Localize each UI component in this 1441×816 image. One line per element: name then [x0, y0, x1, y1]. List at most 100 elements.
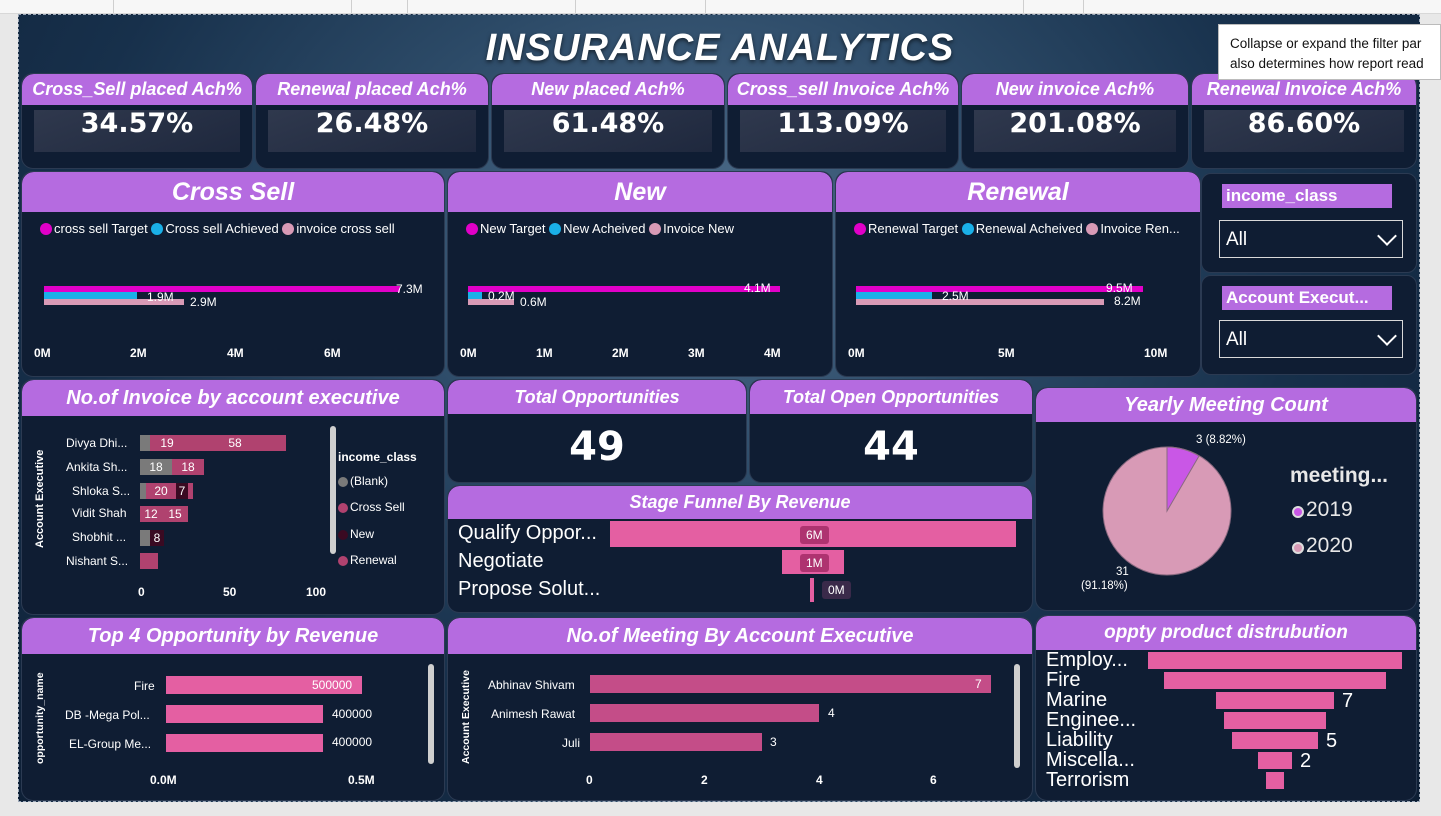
legend-label: Cross sell Achieved — [165, 221, 279, 236]
cross-sell-segment[interactable]: 12 — [140, 506, 162, 522]
pie-chart[interactable] — [1100, 444, 1234, 578]
legend-label: Cross Sell — [350, 500, 405, 514]
product-bar[interactable] — [1216, 692, 1334, 709]
legend-dot — [549, 223, 562, 235]
legend-item: New — [338, 527, 374, 541]
meetings-by-executive-chart[interactable]: No.of Meeting By Account Executive Accou… — [447, 617, 1033, 801]
total-open-opportunities-card[interactable]: Total Open Opportunities 44 — [749, 379, 1033, 483]
new-chart[interactable]: New New Target New Acheived Invoice New … — [447, 171, 833, 377]
kpi-card[interactable]: New placed Ach% 61.48% — [491, 73, 725, 169]
product-bar[interactable] — [1232, 732, 1318, 749]
blank-segment[interactable] — [140, 435, 150, 451]
toolbar-segment[interactable] — [0, 0, 114, 13]
meeting-bar[interactable] — [590, 733, 762, 751]
bottom-margin — [0, 802, 1441, 816]
renewal-segment[interactable]: 15 — [162, 506, 188, 522]
kpi-background — [1204, 110, 1404, 152]
meeting-bar[interactable] — [590, 704, 819, 722]
yearly-meeting-chart[interactable]: Yearly Meeting Count 3 (8.82%) 31 (91.18… — [1035, 387, 1417, 611]
toolbar-segment[interactable] — [1024, 0, 1084, 13]
toolbar-segment[interactable] — [576, 0, 706, 13]
invoice-by-executive-chart[interactable]: No.of Invoice by account executive Accou… — [21, 379, 445, 615]
kpi-card[interactable]: Renewal Invoice Ach% 86.60% — [1191, 73, 1417, 169]
cross-sell-segment[interactable]: 18 — [140, 459, 172, 475]
invoice-bar[interactable] — [44, 299, 184, 305]
product-bar[interactable] — [1224, 712, 1326, 729]
target-label: 4.1M — [744, 281, 771, 295]
blank-segment[interactable] — [140, 483, 146, 499]
chart-scrollbar[interactable] — [428, 664, 434, 764]
legend-dot — [1292, 506, 1304, 518]
stage-label: Negotiate — [458, 550, 544, 572]
renewal-segment[interactable] — [140, 553, 158, 569]
income-class-dropdown[interactable]: All — [1219, 220, 1403, 258]
chart-title: Stage Funnel By Revenue — [448, 486, 1032, 519]
legend-dot — [961, 223, 974, 235]
achieved-bar[interactable] — [44, 292, 137, 299]
toolbar-segment[interactable] — [352, 0, 408, 13]
chart-scrollbar[interactable] — [1014, 664, 1020, 768]
new-segment[interactable]: 8 — [150, 530, 164, 546]
kpi-label: Renewal placed Ach% — [256, 74, 488, 105]
product-bar[interactable] — [1164, 672, 1386, 689]
toolbar-segment[interactable] — [706, 0, 1024, 13]
legend-scrollbar[interactable] — [330, 426, 336, 554]
kpi-value: 61.48% — [551, 108, 665, 139]
legend-label: 2019 — [1306, 498, 1353, 521]
product-bar[interactable] — [1266, 772, 1284, 789]
toolbar-segment[interactable] — [114, 0, 352, 13]
pie-slice-2019[interactable] — [1166, 446, 1200, 513]
meeting-bar[interactable] — [590, 675, 991, 693]
kpi-card[interactable]: Cross_sell Invoice Ach% 113.09% — [727, 73, 959, 169]
legend-label: Renewal — [350, 553, 397, 567]
row-label: Ankita Sh... — [66, 460, 128, 474]
product-bar[interactable] — [1258, 752, 1292, 769]
legend-dot — [338, 556, 348, 566]
product-distribution-chart[interactable]: oppty product distrubution Employ... Fir… — [1035, 615, 1417, 801]
cross-sell-chart[interactable]: Cross Sell cross sell Target Cross sell … — [21, 171, 445, 377]
income-class-slicer[interactable]: income_class All — [1201, 173, 1417, 273]
cross-sell-segment[interactable]: 20 — [146, 483, 176, 499]
kpi-card[interactable]: Cross_Sell placed Ach% 34.57% — [21, 73, 253, 169]
blank-segment[interactable] — [140, 530, 150, 546]
legend-dot — [466, 223, 478, 235]
target-bar[interactable] — [468, 286, 780, 292]
achieved-bar[interactable] — [468, 292, 482, 299]
invoice-bar[interactable] — [856, 299, 1104, 305]
row-label: Shloka S... — [72, 484, 131, 498]
achieved-bar[interactable] — [856, 292, 932, 299]
invoice-bar[interactable] — [468, 299, 514, 305]
account-executive-slicer[interactable]: Account Execut... All — [1201, 275, 1417, 375]
toolbar-segment[interactable] — [408, 0, 576, 13]
achieved-label: 0.2M — [488, 289, 515, 303]
new-segment[interactable]: 7 — [176, 483, 188, 499]
legend-item[interactable]: 2019 — [1292, 498, 1353, 522]
top-opportunity-chart[interactable]: Top 4 Opportunity by Revenue opportunity… — [21, 617, 445, 801]
x-tick: 10M — [1144, 346, 1168, 360]
x-tick: 4 — [816, 773, 823, 787]
funnel-bar[interactable] — [810, 578, 814, 602]
target-bar[interactable] — [44, 286, 400, 292]
revenue-bar[interactable] — [166, 705, 323, 723]
renewal-segment[interactable]: 18 — [172, 459, 204, 475]
revenue-bar[interactable] — [166, 676, 362, 694]
bar-value: 7 — [975, 677, 982, 691]
cross-sell-segment[interactable]: 19 — [150, 435, 184, 451]
target-bar[interactable] — [856, 286, 1143, 292]
renewal-segment[interactable] — [188, 483, 193, 499]
renewal-segment[interactable]: 58 — [184, 435, 286, 451]
kpi-card[interactable]: New invoice Ach% 201.08% — [961, 73, 1189, 169]
stage-funnel-chart[interactable]: Stage Funnel By Revenue Qualify Oppor...… — [447, 485, 1033, 613]
account-executive-dropdown[interactable]: All — [1219, 320, 1403, 358]
legend-label: Renewal Target — [868, 221, 959, 236]
renewal-chart[interactable]: Renewal Renewal Target Renewal Acheived … — [835, 171, 1201, 377]
product-bar[interactable] — [1148, 652, 1402, 669]
x-tick: 0 — [586, 773, 593, 787]
legend-title: meeting... — [1290, 464, 1389, 487]
revenue-bar[interactable] — [166, 734, 323, 752]
kpi-card[interactable]: Renewal placed Ach% 26.48% — [255, 73, 489, 169]
legend-item[interactable]: 2020 — [1292, 534, 1353, 558]
x-tick: 0 — [138, 585, 145, 599]
total-opportunities-card[interactable]: Total Opportunities 49 — [447, 379, 747, 483]
chart-title: oppty product distrubution — [1036, 616, 1416, 650]
